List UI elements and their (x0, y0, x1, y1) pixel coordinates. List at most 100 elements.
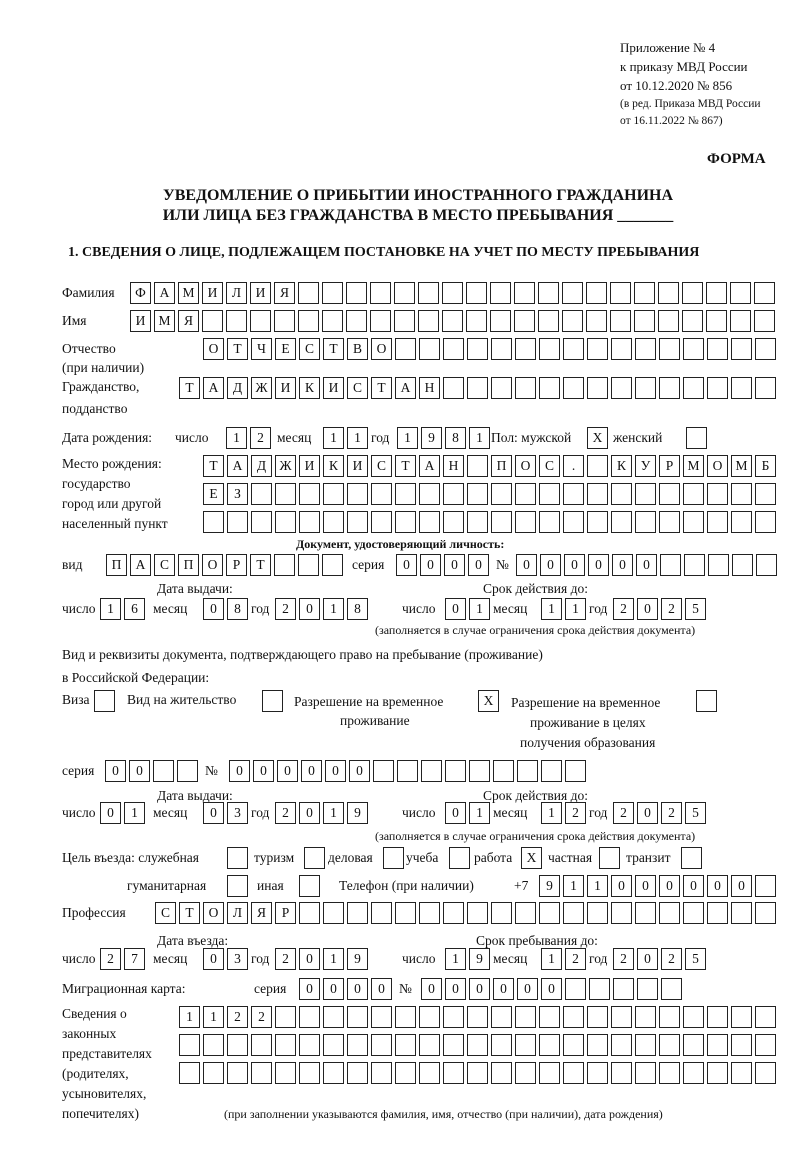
birth-month-cell[interactable]: 1 (347, 427, 368, 449)
birthplace2-cell[interactable] (635, 483, 656, 505)
name-cell[interactable] (418, 310, 439, 332)
id-number-cell[interactable]: 0 (540, 554, 561, 576)
stay-year-cell[interactable]: 5 (685, 948, 706, 970)
surname-cell[interactable] (730, 282, 751, 304)
citizenship-cell[interactable] (731, 377, 752, 399)
id-number-cell[interactable] (756, 554, 777, 576)
surname-cell[interactable] (562, 282, 583, 304)
surname-cell[interactable] (706, 282, 727, 304)
res-issue-day-cell[interactable]: 1 (124, 802, 145, 824)
patronymic-cell[interactable] (707, 338, 728, 360)
profession-cell[interactable] (707, 902, 728, 924)
stay-year-cell[interactable]: 2 (613, 948, 634, 970)
rep2-cell[interactable] (515, 1034, 536, 1056)
mc-series-cell[interactable]: 0 (299, 978, 320, 1000)
name-cell[interactable] (682, 310, 703, 332)
entry-day-cell[interactable]: 2 (100, 948, 121, 970)
sex-female-cell[interactable] (686, 427, 707, 449)
purpose-private-cell[interactable] (599, 847, 620, 869)
res-issue-year-cell[interactable]: 2 (275, 802, 296, 824)
rep1-cell[interactable] (395, 1006, 416, 1028)
res-valid-year-cell[interactable]: 2 (613, 802, 634, 824)
temp-permit-edu-cell[interactable] (696, 690, 717, 712)
res-number-cell[interactable]: 0 (349, 760, 370, 782)
rep1-cell[interactable] (731, 1006, 752, 1028)
res-number-cell[interactable]: 0 (229, 760, 250, 782)
name-cell[interactable] (538, 310, 559, 332)
birthplace2-cell[interactable] (587, 483, 608, 505)
rep2-cell[interactable] (443, 1034, 464, 1056)
rep2-cell[interactable] (251, 1034, 272, 1056)
rep2-cell[interactable] (323, 1034, 344, 1056)
temp-permit-cell[interactable]: X (478, 690, 499, 712)
profession-cell[interactable] (611, 902, 632, 924)
rep1-cell[interactable]: 1 (203, 1006, 224, 1028)
purpose-transit-cell[interactable] (681, 847, 702, 869)
rep2-cell[interactable] (683, 1034, 704, 1056)
res-number-cell[interactable] (397, 760, 418, 782)
id-valid-year-cell[interactable]: 0 (637, 598, 658, 620)
id-kind-cell[interactable]: Т (250, 554, 271, 576)
patronymic-cell[interactable] (515, 338, 536, 360)
birthplace1-cell[interactable]: И (347, 455, 368, 477)
stay-month-cell[interactable]: 1 (541, 948, 562, 970)
profession-cell[interactable] (515, 902, 536, 924)
surname-cell[interactable] (754, 282, 775, 304)
profession-cell[interactable] (371, 902, 392, 924)
rep2-cell[interactable] (659, 1034, 680, 1056)
mc-number-cell[interactable]: 0 (445, 978, 466, 1000)
rep1-cell[interactable] (299, 1006, 320, 1028)
name-cell[interactable] (706, 310, 727, 332)
mc-number-cell[interactable]: 0 (493, 978, 514, 1000)
rep2-cell[interactable] (731, 1034, 752, 1056)
citizenship-cell[interactable]: К (299, 377, 320, 399)
id-kind-cell[interactable]: Р (226, 554, 247, 576)
phone-cell[interactable]: 9 (539, 875, 560, 897)
birthplace3-cell[interactable] (251, 511, 272, 533)
citizenship-cell[interactable] (563, 377, 584, 399)
rep2-cell[interactable] (395, 1034, 416, 1056)
citizenship-cell[interactable] (707, 377, 728, 399)
res-series-cell[interactable] (177, 760, 198, 782)
res-valid-day-cell[interactable]: 1 (469, 802, 490, 824)
citizenship-cell[interactable] (635, 377, 656, 399)
purpose-work-cell[interactable]: X (521, 847, 542, 869)
id-number-cell[interactable]: 0 (516, 554, 537, 576)
mc-number-cell[interactable]: 0 (541, 978, 562, 1000)
rep1-cell[interactable]: 1 (179, 1006, 200, 1028)
patronymic-cell[interactable] (611, 338, 632, 360)
rep2-cell[interactable] (491, 1034, 512, 1056)
rep3-cell[interactable] (467, 1062, 488, 1084)
visa-cell[interactable] (94, 690, 115, 712)
id-valid-month-cell[interactable]: 1 (541, 598, 562, 620)
phone-cell[interactable]: 0 (659, 875, 680, 897)
profession-cell[interactable] (587, 902, 608, 924)
surname-cell[interactable]: Л (226, 282, 247, 304)
name-cell[interactable] (754, 310, 775, 332)
surname-cell[interactable] (658, 282, 679, 304)
entry-day-cell[interactable]: 7 (124, 948, 145, 970)
phone-cell[interactable]: 0 (611, 875, 632, 897)
patronymic-cell[interactable] (659, 338, 680, 360)
birthplace2-cell[interactable] (443, 483, 464, 505)
mc-series-cell[interactable]: 0 (323, 978, 344, 1000)
birthplace2-cell[interactable] (323, 483, 344, 505)
birthplace1-cell[interactable]: А (419, 455, 440, 477)
id-valid-year-cell[interactable]: 2 (661, 598, 682, 620)
birthplace3-cell[interactable] (491, 511, 512, 533)
surname-cell[interactable] (466, 282, 487, 304)
res-issue-day-cell[interactable]: 0 (100, 802, 121, 824)
id-issue-day-cell[interactable]: 1 (100, 598, 121, 620)
birth-month-cell[interactable]: 1 (323, 427, 344, 449)
profession-cell[interactable] (683, 902, 704, 924)
name-cell[interactable]: М (154, 310, 175, 332)
birthplace1-cell[interactable]: М (731, 455, 752, 477)
phone-cell[interactable]: 1 (587, 875, 608, 897)
res-issue-year-cell[interactable]: 9 (347, 802, 368, 824)
name-cell[interactable] (658, 310, 679, 332)
birthplace1-cell[interactable]: Р (659, 455, 680, 477)
birth-day-cell[interactable]: 1 (226, 427, 247, 449)
citizenship-cell[interactable] (539, 377, 560, 399)
birthplace1-cell[interactable]: О (707, 455, 728, 477)
surname-cell[interactable] (298, 282, 319, 304)
